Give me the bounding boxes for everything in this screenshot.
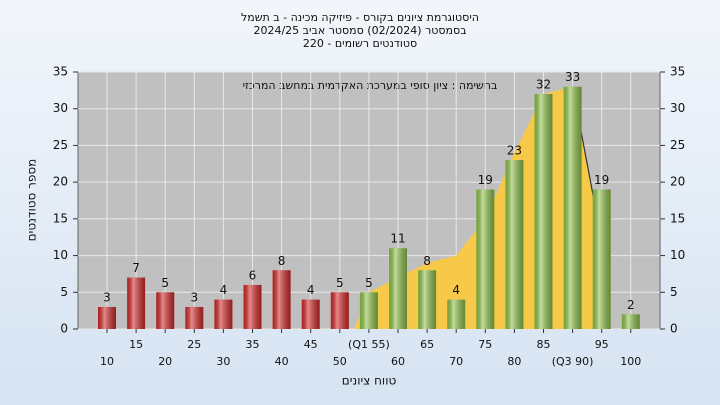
x-tick-label: 15 [129,338,143,351]
x-tick-label: 30 [216,355,230,368]
data-label: 4 [307,283,315,297]
y2-tick-label: 0 [670,322,678,336]
y-axis-label: מספר סטודנטים [25,159,39,242]
bar-shine [214,299,233,329]
x-tick-label: 100 [620,355,641,368]
y2-tick-label: 5 [670,285,678,299]
y-tick-label: 15 [53,211,68,225]
x-tick-label: 20 [158,355,172,368]
y-tick-label: 0 [60,322,68,336]
bar-shine [156,292,175,329]
data-label: 5 [161,276,169,290]
x-tick-label: (Q3 90) [552,355,594,368]
bar-shine [185,306,204,329]
data-label: 11 [390,232,405,246]
bar-shine [592,189,611,329]
bar-shine [301,299,320,329]
y-tick-label: 20 [53,175,68,189]
x-tick-label: 25 [187,338,201,351]
x-tick-label: 50 [333,355,347,368]
y2-tick-label: 15 [670,211,685,225]
data-label: 6 [249,268,257,282]
data-label: 19 [478,173,493,187]
bar-shine [447,299,466,329]
bar-shine [534,94,553,330]
chart-subtitle: בסמסטר (02/2024) סמסטר אביב 2024/25 [253,24,466,37]
x-tick-label: (Q1 55) [348,338,390,351]
y-tick-label: 5 [60,285,68,299]
x-tick-label: 45 [304,338,318,351]
bar-shine [330,292,349,329]
data-label: 5 [336,276,344,290]
bar-shine [389,248,407,329]
y2-tick-label: 10 [670,248,685,262]
x-tick-label: 70 [449,355,463,368]
data-label: 2 [627,298,635,312]
data-label: 32 [536,78,551,92]
x-axis-label: טווח ציונים [342,374,397,388]
data-label: 8 [423,254,431,268]
data-label: 19 [594,173,609,187]
x-tick-label: 10 [100,355,114,368]
y2-tick-label: 25 [670,138,685,152]
x-tick-label: 65 [420,338,434,351]
data-label: 8 [278,254,286,268]
x-tick-label: 85 [537,338,551,351]
data-label: 23 [507,144,522,158]
data-label: 4 [452,283,460,297]
data-label: 5 [365,276,373,290]
x-tick-label: 80 [507,355,521,368]
y2-tick-label: 35 [670,65,685,79]
chart-title: היסטוגרמת ציונים בקורס - פיזיקה מכינה - … [241,11,479,24]
bar-shine [563,86,582,329]
data-label: 4 [220,283,228,297]
y2-tick-label: 20 [670,175,685,189]
annotation: בחשימה : ציון סופי במערכת האקדמית במחשב … [243,79,498,92]
x-tick-label: 95 [595,338,609,351]
bar-shine [505,160,524,329]
bar-shine [98,306,116,329]
bar-shine [359,292,378,329]
y-tick-label: 10 [53,248,68,262]
x-tick-label: 60 [391,355,405,368]
bar-shine [243,284,262,329]
y-tick-label: 25 [53,138,68,152]
y-tick-label: 30 [53,101,68,115]
x-tick-label: 75 [478,338,492,351]
bar-shine [272,270,291,329]
y-tick-label: 35 [53,65,68,79]
chart-subtitle: סטודנטים רשומים - 220 [303,37,417,50]
y2-tick-label: 30 [670,101,685,115]
bar-shine [418,270,437,329]
bar-shine [127,277,146,329]
x-tick-label: 40 [275,355,289,368]
data-label: 7 [132,261,140,275]
x-tick-label: 35 [246,338,260,351]
data-label: 3 [190,290,198,304]
data-label: 3 [103,290,111,304]
data-label: 33 [565,70,580,84]
bar-shine [621,314,640,329]
bar-shine [476,189,495,329]
